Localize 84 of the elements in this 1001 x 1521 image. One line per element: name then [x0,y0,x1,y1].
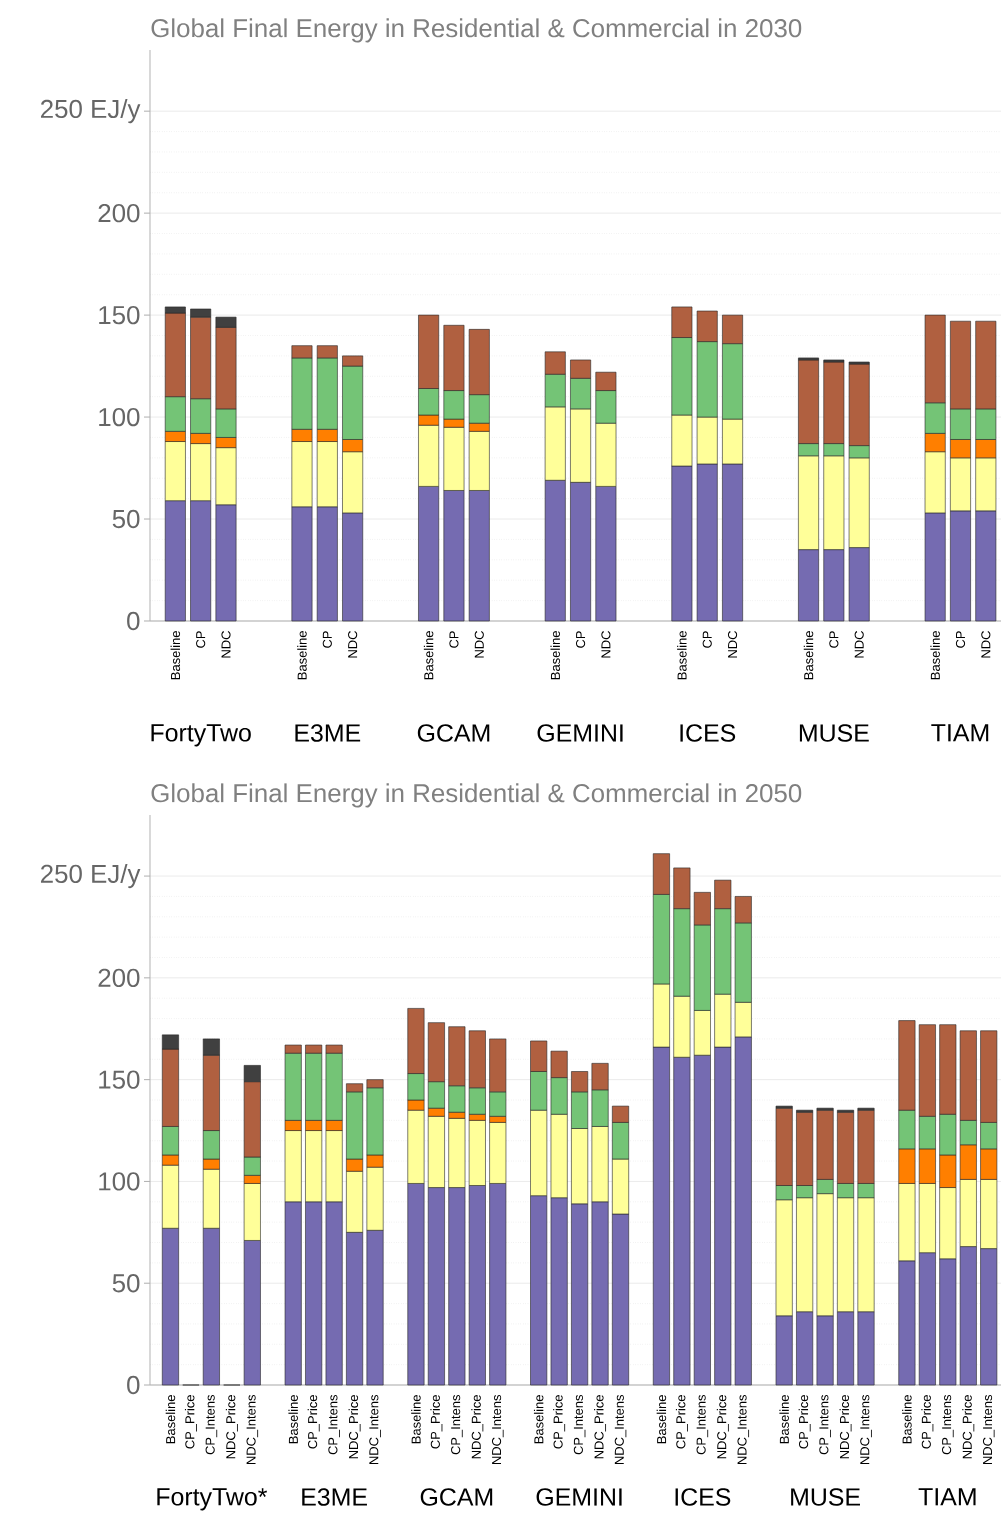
text: MUSE [791,1488,860,1506]
y-tick-label: 100 [99,407,140,427]
x-tick-label: CP_Intens [819,1394,831,1455]
x-tick-label: CP_Price [184,1395,197,1449]
text: ICES [675,1488,731,1506]
x-tick-label: Baseline [297,631,307,680]
text: E3ME [302,1488,367,1506]
x-tick-label: Baseline [779,1395,789,1444]
x-tick-label: NDC_Intens [860,1394,872,1464]
text: GEMINI [537,724,623,742]
x-tick-label: NDC [474,631,484,658]
x-tick-label: NDC_Price [594,1395,607,1459]
x-tick-label: Baseline [677,631,687,680]
y-tick-label: 0 [127,611,140,631]
x-tick-label: CP [575,631,586,648]
x-tick-label: NDC_Intens [614,1394,627,1464]
x-tick-label: CP_Price [675,1395,688,1449]
x-tick-label: CP_Price [798,1395,811,1449]
x-tick-label: NDC [221,631,231,658]
text: GEMINI [536,1488,622,1506]
x-tick-label: CP_Intens [696,1394,709,1455]
x-tick-label: Baseline [165,1395,176,1444]
x-tick-label: CP [322,631,332,648]
x-tick-label: CP_Intens [573,1394,586,1455]
x-tick-label: NDC_Price [225,1395,238,1459]
x-tick-label: NDC_Intens [491,1394,504,1464]
x-tick-label: CP [829,631,839,648]
text: FortyTwo [151,724,251,747]
x-tick-label: NDC_Price [962,1395,975,1459]
x-tick-label: NDC [348,631,358,658]
y-tick-label: 150 [99,1070,140,1089]
x-tick-label: NDC_Intens [982,1394,995,1464]
y-tick-label: 0 [127,1375,140,1395]
x-tick-label: NDC [601,631,611,658]
chart-title: Global Final Energy in Residential & Commercial in 2050 [151,783,802,808]
x-tick-label: NDC_Price [471,1395,484,1459]
y-tick-label: 250 EJ/y [40,99,141,124]
y-tick-label: 50 [112,509,140,529]
x-tick-label: Baseline [533,1395,544,1444]
text: TIAM [918,1488,976,1506]
x-tick-label: CP_Price [430,1395,443,1449]
text: FortyTwo* [157,1488,268,1511]
x-tick-label: CP_Price [921,1395,934,1449]
x-tick-label: Baseline [803,631,814,680]
x-tick-label: CP_Intens [205,1394,218,1455]
text: GCAM [420,1488,493,1506]
x-tick-label: Baseline [288,1395,298,1444]
x-tick-label: CP_Intens [942,1394,954,1455]
x-tick-label: Baseline [930,631,940,680]
x-tick-label: CP [702,631,712,648]
x-tick-label: Baseline [550,631,560,680]
x-tick-label: CP [196,631,206,648]
x-tick-label: NDC_Intens [369,1394,381,1464]
x-tick-label: CP_Price [553,1395,566,1449]
x-tick-label: Baseline [170,631,181,680]
text: GCAM [417,724,490,742]
y-tick-label: 150 [99,305,140,325]
y-tick-label: 200 [98,968,140,988]
y-tick-label: 100 [99,1172,140,1191]
x-tick-label: CP [449,631,459,648]
x-tick-label: CP_Price [307,1395,320,1449]
x-tick-label: NDC [727,631,738,658]
x-tick-label: NDC_Price [716,1395,729,1459]
x-tick-label: Baseline [423,631,434,680]
x-tick-label: NDC_Intens [737,1394,750,1464]
text: E3ME [295,724,361,742]
x-tick-label: NDC_Price [348,1395,361,1459]
x-tick-label: NDC [981,631,991,658]
x-tick-label: Baseline [656,1395,667,1444]
chart-title: Global Final Energy in Residential & Commercial in 2030 [151,18,802,43]
x-tick-label: CP_Intens [328,1394,340,1455]
x-tick-label: Baseline [411,1395,421,1444]
x-tick-label: NDC [854,631,864,658]
x-tick-label: NDC_Price [839,1395,852,1459]
y-tick-label: 250 EJ/y [40,864,141,889]
y-tick-label: 200 [98,203,140,223]
text: MUSE [799,724,869,742]
text: ICES [680,724,736,742]
y-tick-label: 50 [112,1274,140,1293]
x-tick-label: CP_Intens [451,1394,463,1455]
x-tick-label: NDC_Intens [246,1394,259,1464]
x-tick-label: Baseline [902,1395,912,1444]
x-tick-label: CP [955,631,966,648]
text: TIAM [931,724,989,742]
